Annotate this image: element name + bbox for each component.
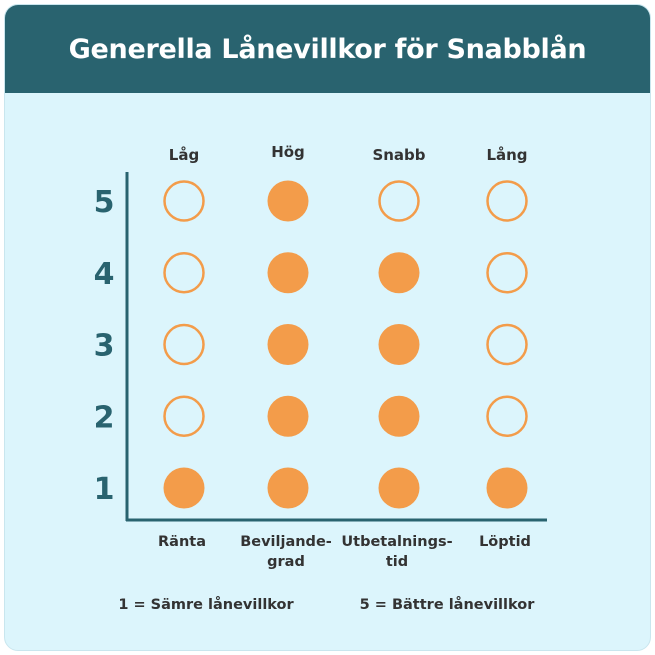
empty-dot	[163, 395, 205, 437]
filled-dot	[378, 467, 420, 509]
legend-low: 1 = Sämre lånevillkor	[118, 596, 294, 613]
empty-dot	[163, 323, 205, 366]
y-tick-label: 3	[94, 329, 115, 364]
empty-dot	[486, 252, 528, 294]
y-tick-label: 5	[94, 185, 115, 220]
filled-dot	[378, 395, 420, 437]
top-label: Lång	[486, 146, 527, 164]
y-tick-label: 4	[94, 257, 115, 292]
top-label: Snabb	[372, 146, 425, 164]
top-label: Låg	[169, 146, 199, 164]
y-tick-label: 2	[94, 400, 115, 435]
x-category-label: Beviljande-	[240, 534, 332, 550]
filled-dot	[267, 324, 309, 365]
filled-dot	[267, 395, 309, 437]
chart-title: Generella Lånevillkor för Snabblån	[5, 5, 650, 93]
filled-dot	[486, 467, 528, 509]
empty-dot	[163, 180, 205, 222]
y-tick-label: 1	[94, 472, 115, 507]
chart-card: Generella Lånevillkor för Snabblån	[4, 4, 651, 651]
filled-dot	[267, 467, 309, 509]
empty-dot	[378, 180, 420, 222]
filled-dot	[267, 252, 309, 294]
x-category-label: Löptid	[479, 534, 531, 550]
filled-dot	[378, 324, 420, 365]
empty-dot	[486, 395, 528, 437]
filled-dot	[378, 252, 420, 294]
legend-high: 5 = Bättre lånevillkor	[360, 596, 536, 613]
top-label: Hög	[271, 143, 305, 161]
x-category-label: Ränta	[158, 534, 206, 550]
empty-dot	[486, 323, 528, 366]
x-category-label: grad	[267, 554, 305, 570]
empty-dot	[486, 180, 528, 222]
empty-dot	[163, 252, 205, 294]
x-category-label: tid	[386, 554, 408, 570]
filled-dot	[267, 180, 309, 222]
x-category-label: Utbetalnings-	[341, 534, 452, 550]
filled-dot	[163, 467, 205, 509]
